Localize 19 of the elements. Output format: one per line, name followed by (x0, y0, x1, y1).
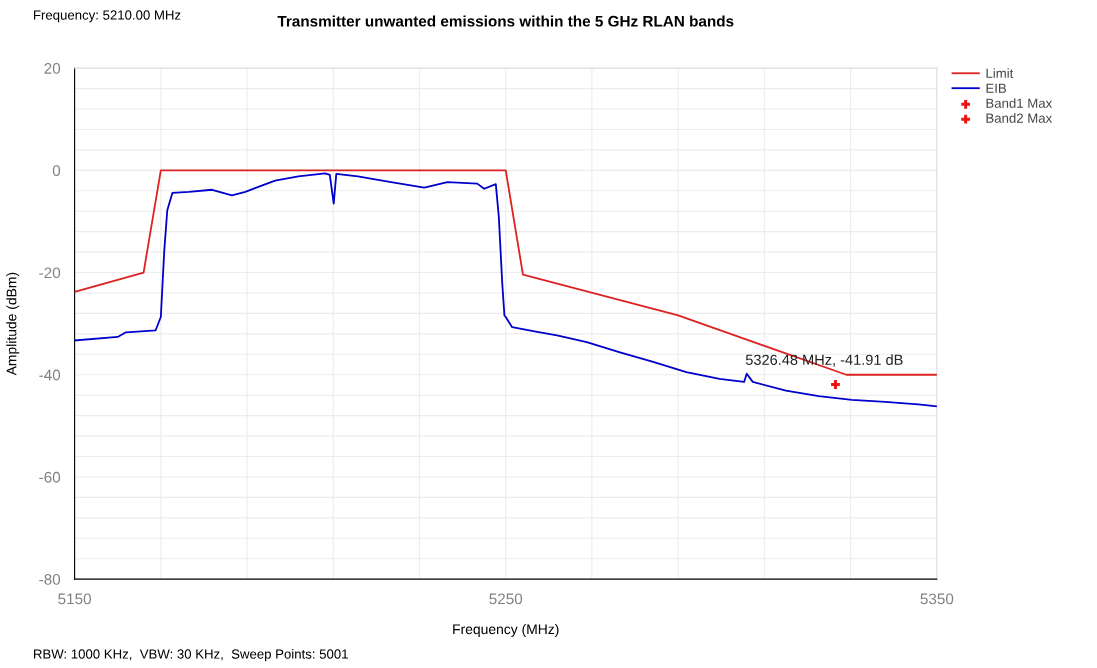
text: RBW: 1000 KHz, VBW: 30 KHz, Sweep Points: 5001 (33, 649, 348, 662)
x-axis-title: Frequency (MHz) (453, 623, 559, 637)
text: Frequency: 5210.00 MHz (33, 10, 181, 23)
x-tick-label: 5150 (58, 593, 91, 605)
y-tick-label: -40 (39, 369, 61, 381)
y-tick-label: 20 (44, 63, 61, 74)
x-tick-label: 5350 (920, 593, 954, 605)
legend-label: Band2 Max (986, 113, 1053, 123)
legend-label: Limit (986, 68, 1014, 78)
chart-title: Transmitter unwanted emissions within the 5 GHz RLAN bands (277, 15, 734, 27)
legend-label: EIB (986, 83, 1007, 93)
y-tick-label: -60 (39, 471, 61, 483)
y-tick-label: -80 (39, 574, 61, 585)
y-tick-label: -20 (39, 267, 61, 279)
y-tick-label: 0 (52, 165, 61, 177)
annotation: 5326.48 MHz, -41.91 dB (745, 354, 903, 367)
legend-label: Band1 Max (986, 98, 1053, 108)
y-axis-title: Amplitude (dBm) (6, 272, 20, 376)
x-tick-label: 5250 (489, 593, 523, 605)
